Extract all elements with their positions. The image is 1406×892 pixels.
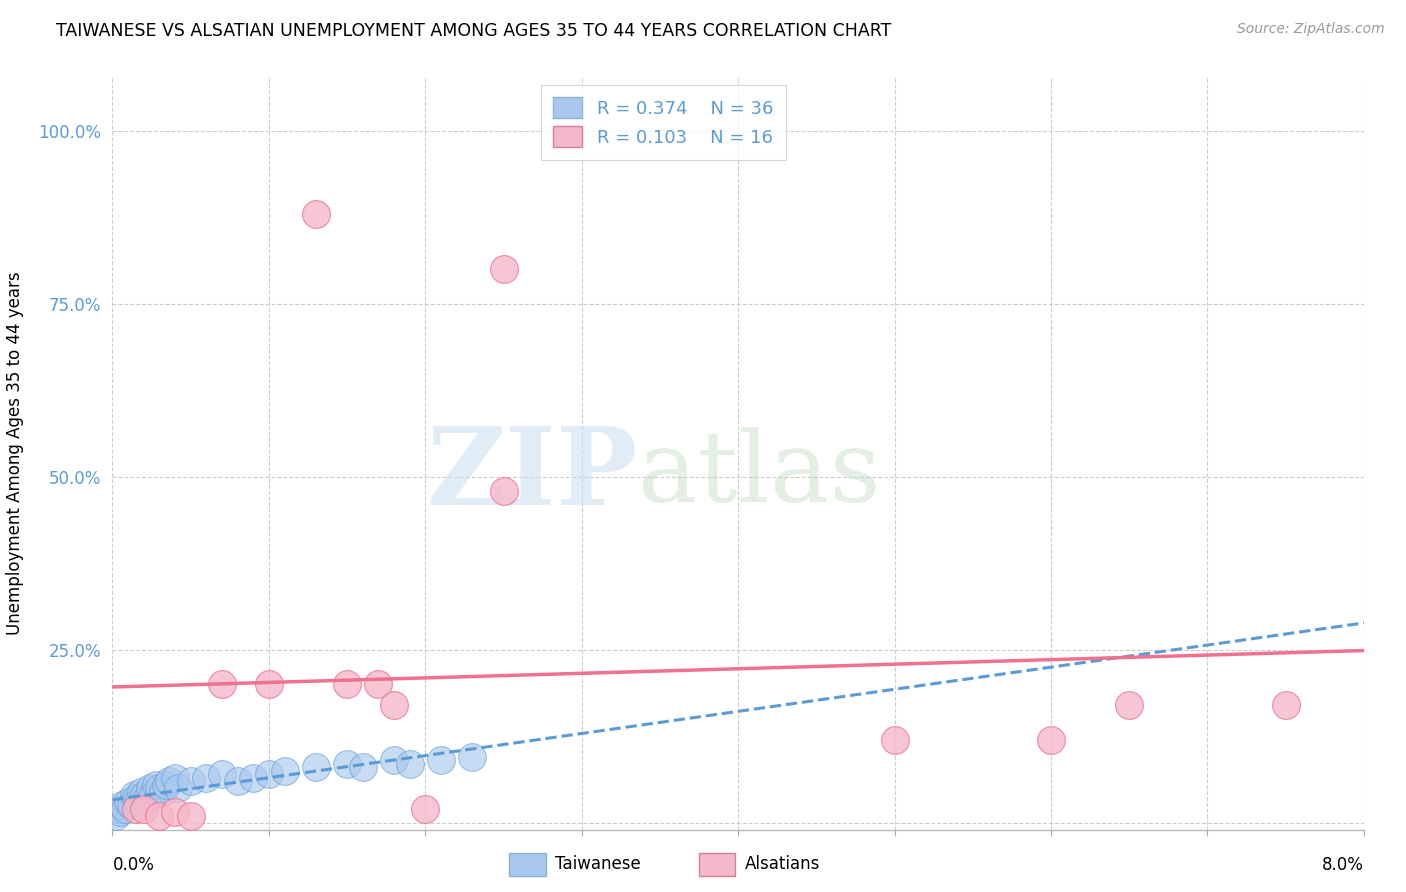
Point: [492, 262, 515, 277]
Point: [132, 802, 155, 816]
Point: [125, 791, 148, 805]
Point: [461, 750, 484, 764]
Point: [142, 788, 165, 802]
Point: [110, 805, 132, 820]
Point: [352, 760, 374, 774]
Point: [211, 677, 233, 691]
Point: [195, 771, 218, 785]
Text: 0.0%: 0.0%: [112, 856, 155, 874]
Point: [132, 788, 155, 802]
Point: [129, 784, 152, 798]
Point: [430, 753, 453, 767]
Legend: R = 0.374    N = 36, R = 0.103    N = 16: R = 0.374 N = 36, R = 0.103 N = 16: [540, 85, 786, 160]
Point: [305, 760, 328, 774]
Point: [145, 778, 167, 792]
Point: [382, 698, 405, 712]
Point: [107, 802, 129, 816]
Text: Source: ZipAtlas.com: Source: ZipAtlas.com: [1237, 22, 1385, 37]
Point: [226, 774, 249, 789]
Point: [111, 798, 134, 813]
Point: [125, 802, 148, 816]
Point: [382, 753, 405, 767]
Point: [120, 798, 142, 813]
Point: [413, 802, 436, 816]
Point: [104, 808, 127, 822]
Point: [124, 788, 146, 802]
Point: [148, 780, 170, 795]
Point: [1274, 698, 1296, 712]
Point: [127, 795, 149, 809]
Point: [211, 767, 233, 781]
Text: TAIWANESE VS ALSATIAN UNEMPLOYMENT AMONG AGES 35 TO 44 YEARS CORRELATION CHART: TAIWANESE VS ALSATIAN UNEMPLOYMENT AMONG…: [56, 22, 891, 40]
Point: [883, 732, 905, 747]
Text: atlas: atlas: [638, 427, 880, 524]
Point: [398, 756, 420, 771]
Point: [157, 774, 180, 789]
Point: [135, 791, 157, 805]
Point: [139, 780, 162, 795]
Point: [167, 780, 190, 795]
Text: ZIP: ZIP: [426, 422, 638, 528]
Point: [163, 771, 186, 785]
Point: [1039, 732, 1063, 747]
Point: [1118, 698, 1140, 712]
Point: [336, 677, 359, 691]
Point: [180, 808, 202, 822]
Point: [257, 767, 280, 781]
Text: Alsatians: Alsatians: [745, 855, 821, 873]
Point: [367, 677, 389, 691]
Point: [155, 778, 177, 792]
Point: [148, 808, 170, 822]
Point: [257, 677, 280, 691]
Point: [114, 802, 136, 816]
Point: [336, 756, 359, 771]
Point: [180, 774, 202, 789]
Text: Taiwanese: Taiwanese: [555, 855, 641, 873]
Point: [273, 764, 295, 778]
Point: [152, 784, 174, 798]
Point: [305, 207, 328, 221]
Point: [163, 805, 186, 820]
Point: [242, 771, 264, 785]
Text: 8.0%: 8.0%: [1322, 856, 1364, 874]
Point: [117, 795, 139, 809]
Point: [492, 483, 515, 498]
Y-axis label: Unemployment Among Ages 35 to 44 years: Unemployment Among Ages 35 to 44 years: [7, 271, 24, 634]
